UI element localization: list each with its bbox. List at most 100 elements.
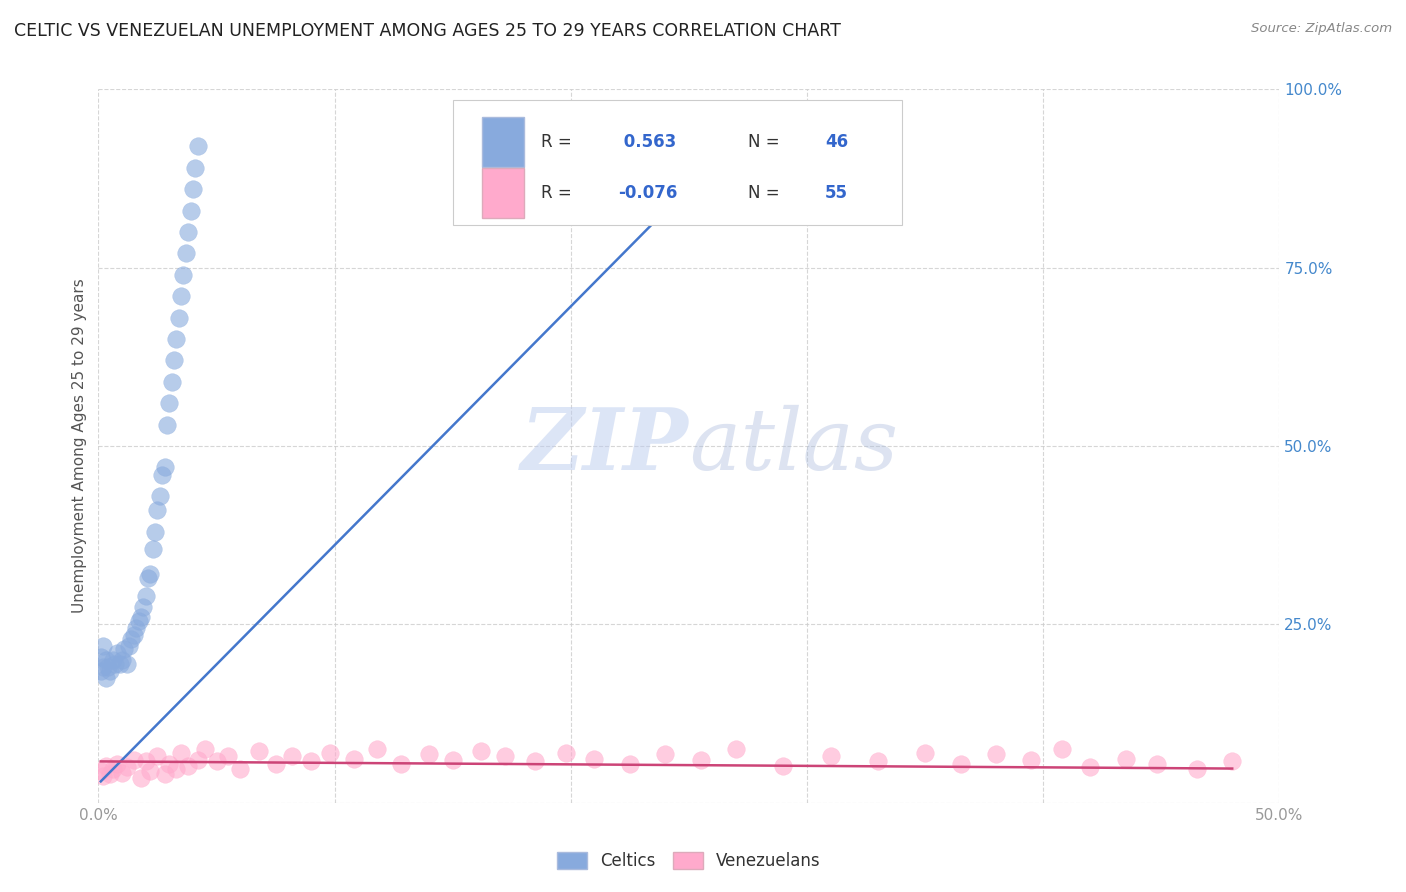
Point xyxy=(157,756,180,771)
Point xyxy=(725,742,748,756)
Point xyxy=(118,639,141,653)
Point xyxy=(115,760,138,774)
Point xyxy=(181,182,204,196)
Point xyxy=(108,657,131,671)
Point xyxy=(167,310,190,325)
Point xyxy=(1080,760,1102,774)
Point xyxy=(112,642,135,657)
Point xyxy=(90,664,112,678)
Text: R =: R = xyxy=(541,185,578,202)
Point xyxy=(129,771,152,785)
Point xyxy=(165,332,187,346)
Point xyxy=(524,755,547,769)
Point xyxy=(121,632,143,646)
Point xyxy=(619,756,641,771)
Point xyxy=(494,749,516,764)
Text: ZIP: ZIP xyxy=(522,404,689,488)
Text: 0.563: 0.563 xyxy=(619,134,676,152)
Point xyxy=(129,610,152,624)
Point xyxy=(772,758,794,772)
Point xyxy=(866,755,889,769)
Point xyxy=(98,767,121,781)
Point xyxy=(150,467,173,482)
Point xyxy=(105,756,128,771)
Point xyxy=(122,628,145,642)
Point xyxy=(157,396,180,410)
Point xyxy=(91,639,114,653)
Point xyxy=(319,746,342,760)
Point xyxy=(170,289,193,303)
Point xyxy=(177,758,200,772)
Point xyxy=(949,756,972,771)
Point xyxy=(91,660,114,674)
Point xyxy=(142,542,165,557)
Point xyxy=(187,753,209,767)
Text: 55: 55 xyxy=(825,185,848,202)
Point xyxy=(143,524,166,539)
Point xyxy=(205,755,228,769)
Point xyxy=(184,161,207,175)
Point xyxy=(187,139,209,153)
Point xyxy=(470,744,492,758)
Point xyxy=(101,762,124,776)
Point xyxy=(156,417,179,432)
Legend: Celtics, Venezuelans: Celtics, Venezuelans xyxy=(551,845,827,877)
Point xyxy=(149,489,172,503)
Point xyxy=(689,753,711,767)
Point xyxy=(90,649,112,664)
Point xyxy=(174,246,197,260)
Point xyxy=(418,747,440,762)
Point xyxy=(163,353,186,368)
Point xyxy=(101,653,124,667)
Point xyxy=(914,746,936,760)
Point xyxy=(165,762,187,776)
Text: R =: R = xyxy=(541,134,578,152)
Point xyxy=(90,764,112,778)
Y-axis label: Unemployment Among Ages 25 to 29 years: Unemployment Among Ages 25 to 29 years xyxy=(72,278,87,614)
Point xyxy=(153,767,176,781)
Point xyxy=(1185,762,1208,776)
Point xyxy=(160,375,183,389)
Point xyxy=(97,660,120,674)
Point xyxy=(94,758,117,772)
Text: N =: N = xyxy=(748,134,785,152)
Point xyxy=(555,746,578,760)
Point xyxy=(194,742,217,756)
Point xyxy=(654,747,676,762)
Point xyxy=(91,769,114,783)
Point xyxy=(104,657,127,671)
Point xyxy=(264,756,287,771)
Text: atlas: atlas xyxy=(689,405,898,487)
Point xyxy=(98,664,121,678)
Point xyxy=(1115,751,1137,765)
Point xyxy=(229,762,252,776)
Point xyxy=(94,653,117,667)
Point xyxy=(136,571,159,585)
Text: N =: N = xyxy=(748,185,785,202)
Point xyxy=(111,653,134,667)
Text: -0.076: -0.076 xyxy=(619,185,678,202)
Point xyxy=(132,599,155,614)
Point xyxy=(583,751,606,765)
Point xyxy=(177,225,200,239)
Point xyxy=(754,103,776,118)
Point xyxy=(247,744,270,758)
Point xyxy=(146,503,169,517)
Text: 46: 46 xyxy=(825,134,848,152)
Text: Source: ZipAtlas.com: Source: ZipAtlas.com xyxy=(1251,22,1392,36)
Point xyxy=(122,753,145,767)
Point xyxy=(389,756,412,771)
Point xyxy=(170,746,193,760)
Point xyxy=(139,567,162,582)
Point xyxy=(820,749,842,764)
Point xyxy=(342,751,364,765)
Point xyxy=(172,268,194,282)
Point xyxy=(105,646,128,660)
Bar xyxy=(482,118,523,168)
FancyBboxPatch shape xyxy=(453,100,901,225)
Point xyxy=(441,753,464,767)
Point xyxy=(180,203,202,218)
Point xyxy=(153,460,176,475)
Point xyxy=(135,589,157,603)
Point xyxy=(111,765,134,780)
